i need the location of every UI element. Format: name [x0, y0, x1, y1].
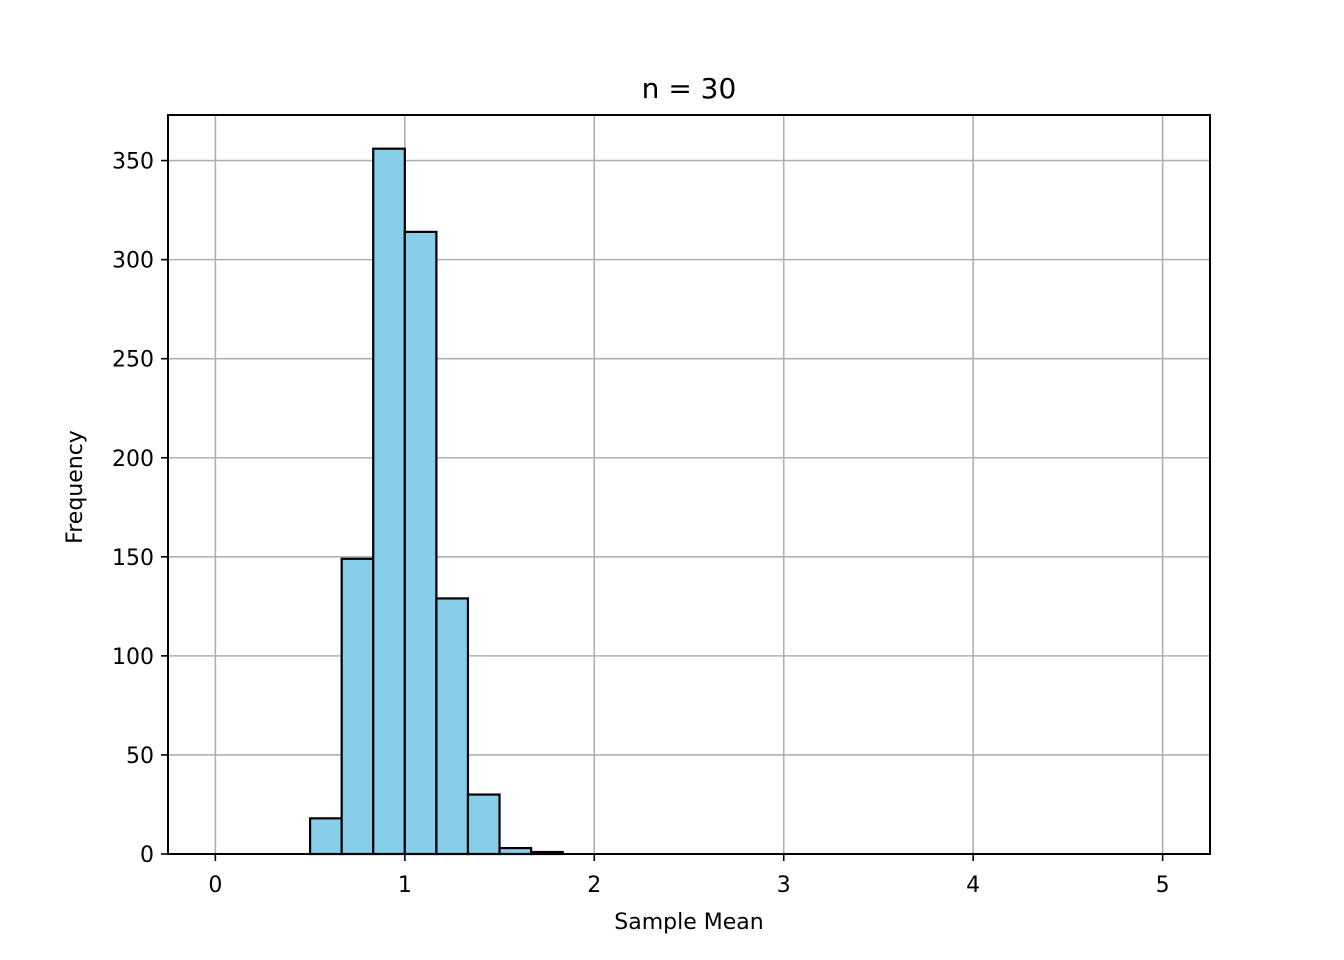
chart-title: n = 30 — [642, 72, 737, 105]
x-tick-label-1: 1 — [398, 873, 412, 898]
y-tick-label-5: 250 — [112, 348, 154, 373]
y-tick-label-2: 100 — [112, 645, 154, 670]
y-tick-label-0: 0 — [140, 843, 154, 868]
histogram-bar-6 — [403, 230, 438, 856]
histogram-bar-7 — [435, 597, 470, 856]
y-tick-label-3: 150 — [112, 546, 154, 571]
histogram-bar-3 — [308, 817, 343, 856]
histogram-bar-5 — [372, 147, 406, 856]
y-tick-label-7: 350 — [112, 150, 154, 175]
histogram-bar-4 — [340, 557, 375, 856]
y-tick-label-6: 300 — [112, 249, 154, 274]
y-axis-title: Frequency — [63, 430, 88, 544]
histogram-bar-8 — [466, 793, 501, 856]
x-tick-label-0: 0 — [208, 873, 222, 898]
y-tick-label-1: 50 — [126, 744, 154, 769]
x-tick-label-4: 4 — [966, 873, 980, 898]
y-tick-label-4: 200 — [112, 447, 154, 472]
x-tick-label-3: 3 — [777, 873, 791, 898]
axes-frame — [167, 114, 1211, 855]
x-tick-label-2: 2 — [587, 873, 601, 898]
x-tick-label-5: 5 — [1156, 873, 1170, 898]
x-axis-title: Sample Mean — [614, 910, 763, 935]
